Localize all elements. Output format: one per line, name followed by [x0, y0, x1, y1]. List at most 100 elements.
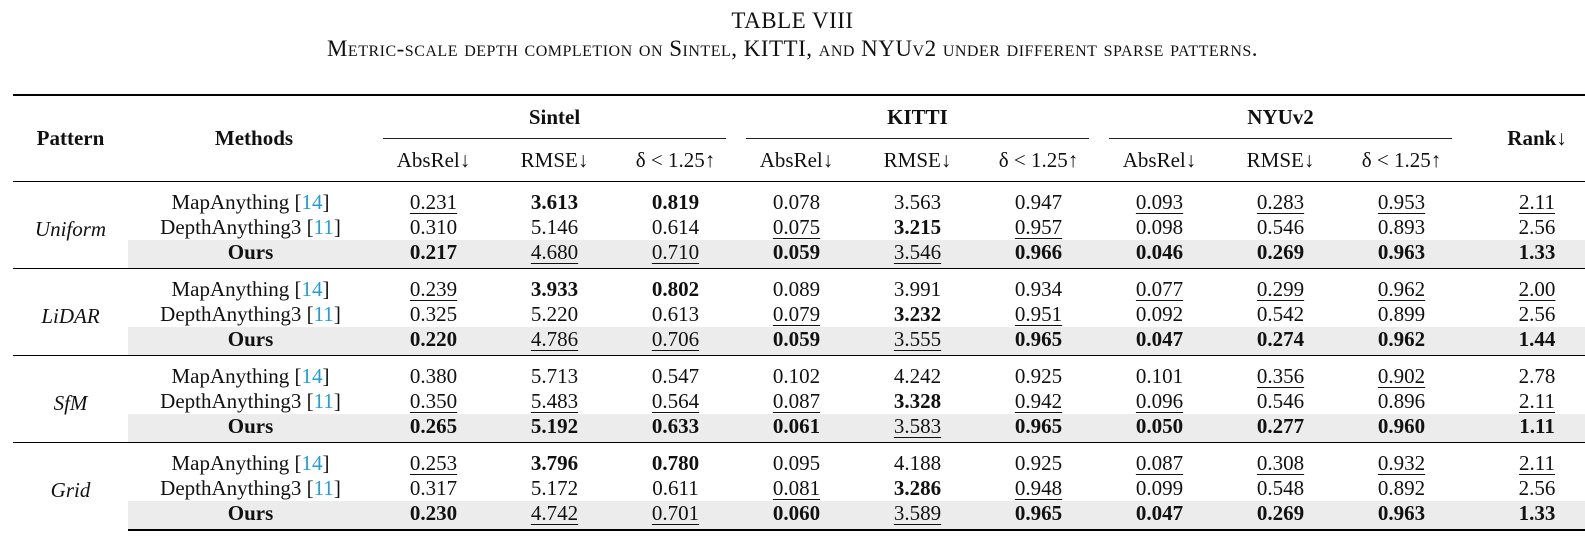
metric-value: 0.802 — [651, 277, 700, 301]
metric-value: 5.192 — [530, 414, 579, 438]
methods-header: Methods — [128, 94, 373, 182]
metric-value: 0.077 — [1135, 277, 1184, 301]
citation-link[interactable]: 14 — [301, 451, 323, 475]
metric-value: 0.953 — [1377, 190, 1426, 214]
table-row: DepthAnything3 [11] 0.350 5.483 0.564 0.087 3… — [13, 389, 1585, 414]
metric-value: 0.220 — [409, 327, 458, 351]
pattern-label: Grid — [13, 442, 128, 530]
metric-value: 0.896 — [1377, 389, 1426, 413]
table-row: Ours 0.230 4.742 0.701 0.060 3.589 0.965 0.047 0… — [13, 501, 1585, 531]
citation-link[interactable]: 11 — [313, 215, 334, 239]
rank-value: 2.56 — [1518, 302, 1556, 326]
metric-value: 4.188 — [893, 451, 942, 475]
rank-header: Rank↓ — [1462, 94, 1585, 182]
metric-value: 0.096 — [1135, 389, 1184, 413]
metric-value: 0.546 — [1256, 215, 1305, 239]
metric-value: 0.614 — [651, 215, 700, 239]
metric-value: 0.963 — [1377, 501, 1426, 525]
citation-link[interactable]: 11 — [313, 476, 334, 500]
metric-value: 0.075 — [772, 215, 821, 239]
metric-value: 0.710 — [651, 240, 700, 264]
method-cell: DepthAnything3 [11] — [160, 476, 341, 500]
metric-value: 0.780 — [651, 451, 700, 475]
metric-value: 3.286 — [893, 476, 942, 500]
metric-value: 0.059 — [772, 240, 821, 264]
metric-value: 3.991 — [893, 277, 942, 301]
metric-value: 0.892 — [1377, 476, 1426, 500]
metric-value: 0.061 — [772, 414, 821, 438]
metric-value: 0.310 — [409, 215, 458, 239]
metric-value: 0.564 — [651, 389, 700, 413]
metric-value: 0.542 — [1256, 302, 1305, 326]
metric-value: 0.317 — [409, 476, 458, 500]
metric-value: 0.101 — [1135, 364, 1184, 388]
table-row: Ours 0.220 4.786 0.706 0.059 3.555 0.965 0.047 0… — [13, 327, 1585, 356]
metric-value: 0.231 — [409, 190, 458, 214]
metric-value: 0.060 — [772, 501, 821, 525]
rank-value: 2.78 — [1518, 364, 1556, 388]
metric-value: 0.962 — [1377, 277, 1426, 301]
metric-value: 0.079 — [772, 302, 821, 326]
metric-value: 4.742 — [530, 501, 579, 525]
metric-value: 0.613 — [651, 302, 700, 326]
metric-value: 0.706 — [651, 327, 700, 351]
citation-link[interactable]: 14 — [301, 190, 323, 214]
method-name: DepthAnything3 — [160, 476, 302, 500]
metric-value: 0.947 — [1014, 190, 1063, 214]
metric-value: 0.047 — [1135, 501, 1184, 525]
table-row: Ours 0.265 5.192 0.633 0.061 3.583 0.965 0.050 0… — [13, 414, 1585, 443]
table-number: TABLE VIII — [731, 8, 854, 33]
metric-value: 0.093 — [1135, 190, 1184, 214]
method-name: MapAnything — [171, 364, 290, 388]
metric-value: 0.960 — [1377, 414, 1426, 438]
metric-value: 3.796 — [530, 451, 579, 475]
rank-value: 1.33 — [1518, 501, 1556, 525]
metric-value: 0.102 — [772, 364, 821, 388]
rank-value: 2.56 — [1518, 215, 1556, 239]
metric-header: AbsRel↓ — [396, 147, 471, 172]
metric-header: δ < 1.25↑ — [1361, 147, 1442, 172]
pattern-label: SfM — [13, 355, 128, 443]
metric-value: 0.893 — [1377, 215, 1426, 239]
metric-value: 0.269 — [1256, 501, 1305, 525]
pattern-label: LiDAR — [13, 268, 128, 356]
metric-value: 0.050 — [1135, 414, 1184, 438]
metric-value: 0.087 — [772, 389, 821, 413]
metric-header: RMSE↓ — [883, 147, 952, 172]
metric-value: 0.095 — [772, 451, 821, 475]
metric-value: 5.483 — [530, 389, 579, 413]
table-row: DepthAnything3 [11] 0.325 5.220 0.613 0.079 3… — [13, 302, 1585, 327]
citation-link[interactable]: 14 — [301, 277, 323, 301]
method-cell: MapAnything [14] — [128, 268, 373, 302]
method-name: DepthAnything3 — [160, 389, 302, 413]
results-table: Pattern Methods Sintel KITTI NYUv2 Rank↓… — [13, 94, 1585, 531]
citation-link[interactable]: 11 — [313, 302, 334, 326]
method-name: MapAnything — [171, 277, 290, 301]
method-cell: DepthAnything3 [11] — [160, 215, 341, 239]
metric-value: 3.613 — [530, 190, 579, 214]
metric-value: 3.563 — [893, 190, 942, 214]
metric-value: 0.951 — [1014, 302, 1063, 326]
citation-link[interactable]: 14 — [301, 364, 323, 388]
table-row: DepthAnything3 [11] 0.317 5.172 0.611 0.081 3… — [13, 476, 1585, 501]
metric-value: 0.356 — [1256, 364, 1305, 388]
metric-value: 0.547 — [651, 364, 700, 388]
metric-value: 5.172 — [530, 476, 579, 500]
method-name: Ours — [227, 327, 274, 351]
method-name: DepthAnything3 — [160, 302, 302, 326]
metric-value: 0.217 — [409, 240, 458, 264]
metric-value: 0.942 — [1014, 389, 1063, 413]
method-name: Ours — [227, 501, 274, 525]
metric-value: 0.059 — [772, 327, 821, 351]
metric-value: 0.962 — [1377, 327, 1426, 351]
citation-link[interactable]: 11 — [313, 389, 334, 413]
metric-value: 0.283 — [1256, 190, 1305, 214]
metric-value: 0.098 — [1135, 215, 1184, 239]
rank-value: 2.56 — [1518, 476, 1556, 500]
metric-value: 0.299 — [1256, 277, 1305, 301]
metric-value: 3.328 — [893, 389, 942, 413]
method-cell: Ours — [128, 501, 373, 531]
metric-value: 0.092 — [1135, 302, 1184, 326]
method-cell: MapAnything [14] — [128, 181, 373, 215]
rank-value: 1.44 — [1518, 327, 1556, 351]
